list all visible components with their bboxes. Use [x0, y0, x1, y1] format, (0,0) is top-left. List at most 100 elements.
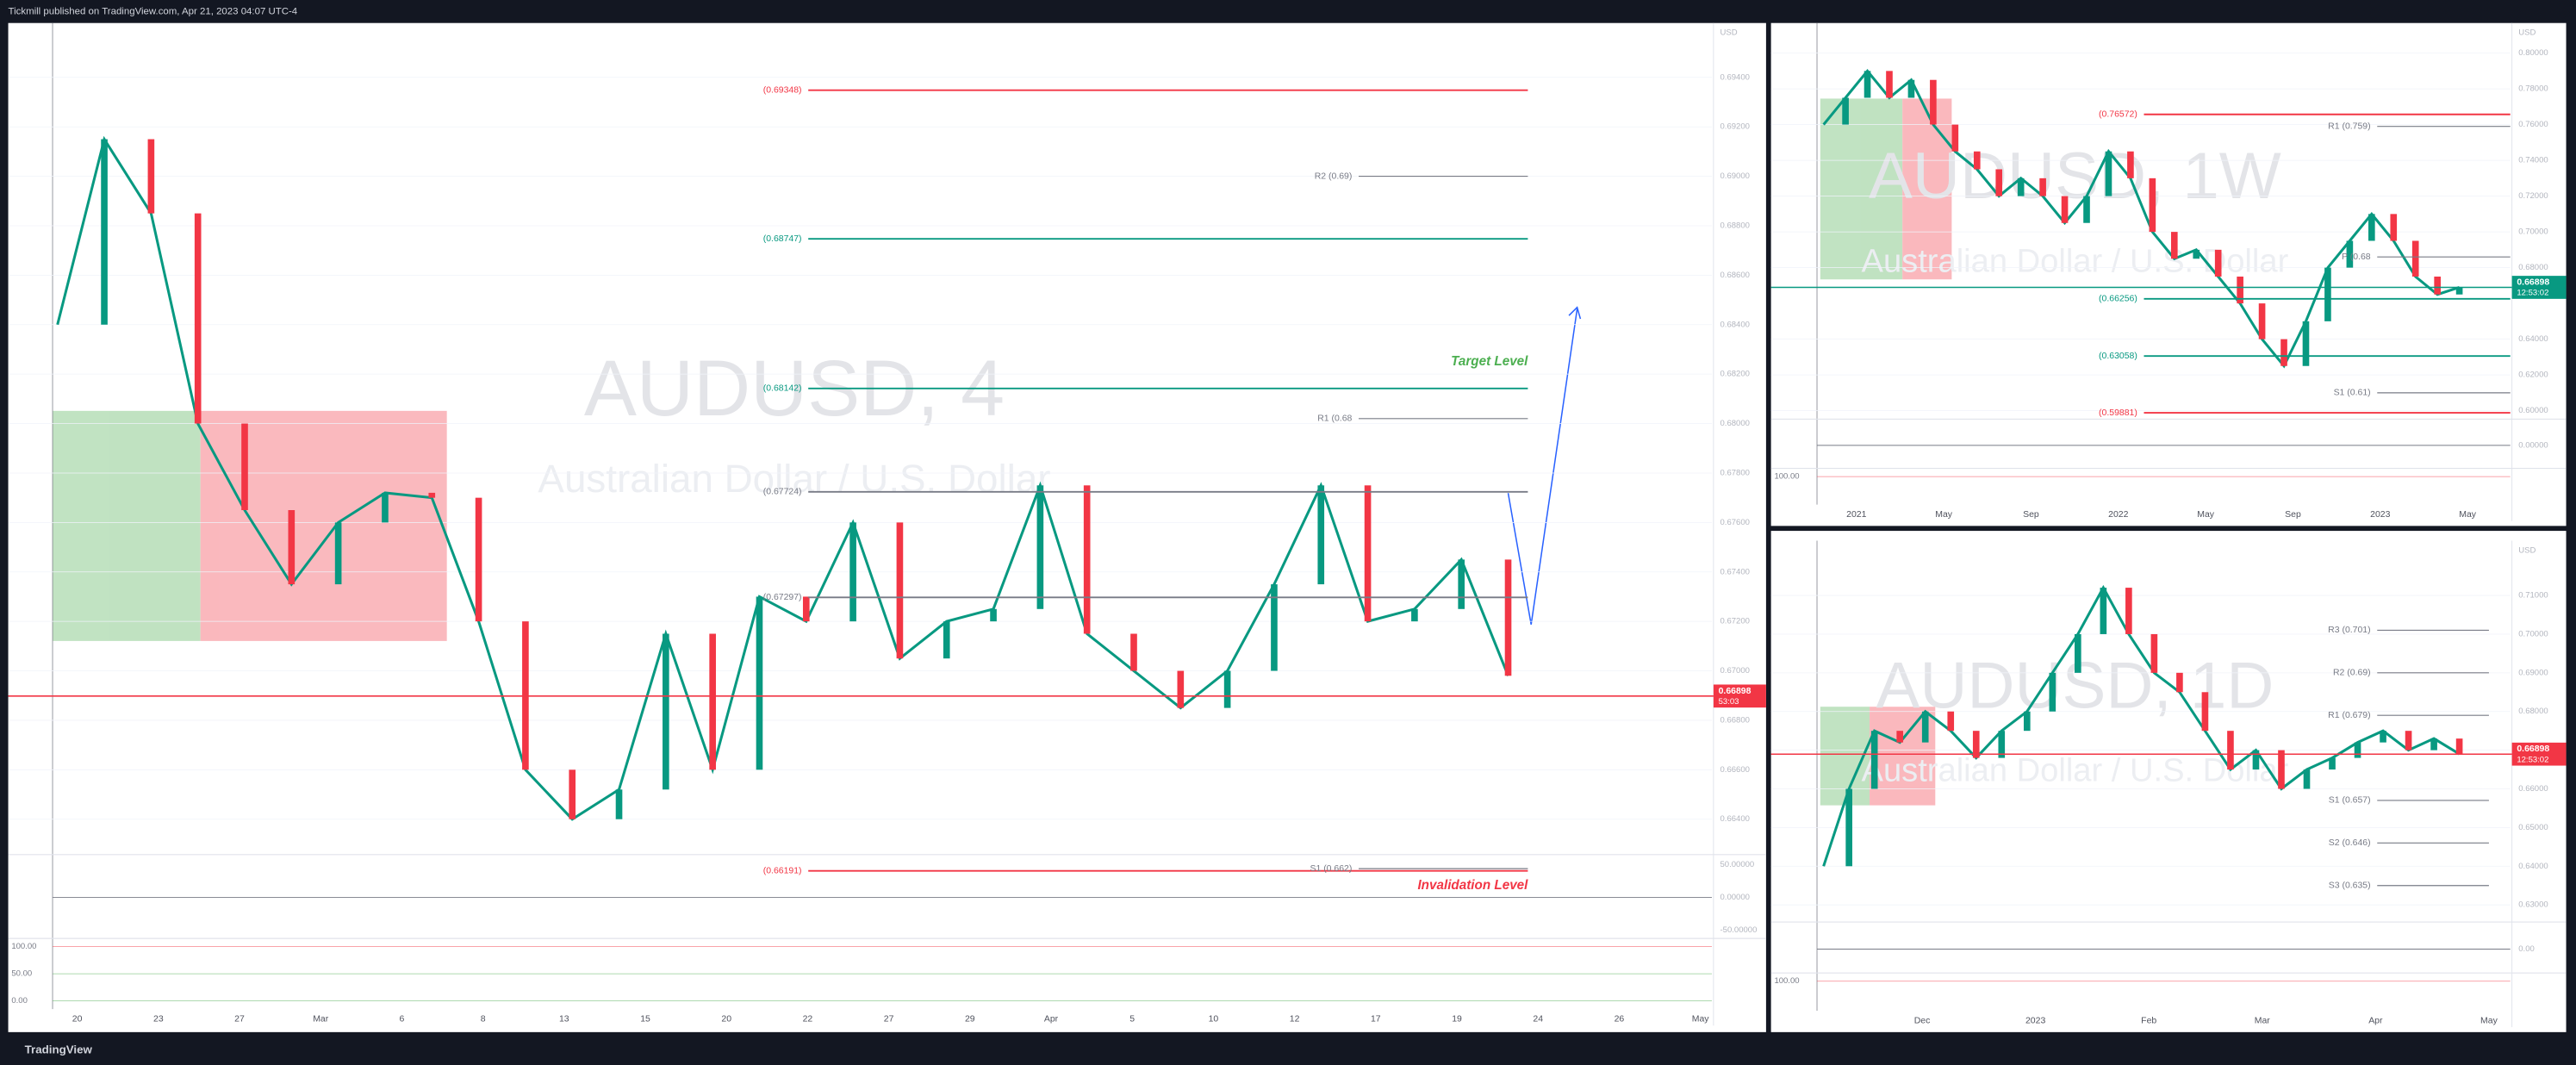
y-tick-label: 0.60000 [2518, 406, 2548, 415]
price-line [1822, 584, 2461, 867]
y-tick-label: 0.68000 [2518, 707, 2548, 716]
candle [2390, 214, 2398, 241]
candle [2083, 196, 2090, 223]
annotation: Invalidation Level [1417, 878, 1528, 893]
candle [2455, 287, 2463, 295]
y-tick-label: 0.68400 [1720, 320, 1750, 329]
candle [2149, 178, 2156, 233]
y-tick-label: 0.68200 [1720, 370, 1750, 379]
level-label: S1 (0.61) [2334, 389, 2371, 398]
y-tick-label: 0.66400 [1720, 814, 1750, 824]
y-tick-label: 0.62000 [2518, 371, 2548, 380]
candle [2023, 711, 2031, 732]
candle [1504, 559, 1512, 676]
candle [1870, 731, 1878, 789]
watermark: AUDUSD, 1W [1869, 140, 2281, 213]
footer-brand[interactable]: TradingView [25, 1043, 93, 1056]
candle [802, 596, 810, 622]
candle [2214, 249, 2222, 277]
candle [2278, 750, 2285, 789]
level-label: (0.67297) [763, 593, 802, 602]
level-label: (0.59881) [2099, 408, 2137, 418]
candle [2170, 232, 2178, 259]
candle [1845, 788, 1852, 867]
level-label: R3 (0.701) [2328, 626, 2370, 635]
stoch-label: 100.00 [11, 942, 36, 951]
level-label: P (0.68 [2342, 252, 2371, 262]
price-tag-label: 0.66898 [2517, 278, 2549, 288]
currency-label: USD [1720, 28, 1738, 38]
currency-label: USD [2518, 545, 2536, 555]
level-label: S1 (0.657) [2329, 796, 2371, 806]
candle [2127, 151, 2134, 178]
candle [334, 522, 342, 585]
y-tick-label: 0.64000 [2518, 334, 2548, 344]
x-tick-label: 8 [481, 1014, 486, 1024]
candle [475, 497, 482, 622]
candle [2329, 757, 2336, 770]
y-tick-label: 0.67600 [1720, 518, 1750, 527]
y-tick-label: 0.67400 [1720, 567, 1750, 576]
main-pane [8, 22, 1766, 1032]
countdown: 12:53:02 [2517, 755, 2548, 764]
candle [2075, 633, 2081, 673]
x-tick-label: 19 [1452, 1014, 1462, 1024]
candle [615, 789, 623, 819]
candle [1177, 670, 1185, 708]
y-tick-label: 0.67800 [1720, 468, 1750, 477]
candle [2280, 339, 2287, 366]
level-label: (0.63058) [2099, 352, 2137, 361]
level-label: R2 (0.69) [2333, 669, 2371, 678]
currency-label: USD [2518, 28, 2536, 38]
candle [2455, 738, 2463, 755]
y-tick-label: 0.66800 [1720, 715, 1750, 725]
candle [2411, 240, 2419, 277]
candle [2039, 178, 2046, 196]
x-tick-label: 2021 [1846, 510, 1866, 520]
y-tick-label: 0.65000 [2518, 823, 2548, 832]
candle [2227, 731, 2234, 770]
candle [756, 596, 763, 770]
candle [1907, 79, 1915, 98]
candle [1998, 731, 2006, 758]
x-tick-label: 20 [72, 1014, 83, 1024]
y-tick-label: 0.80000 [2518, 48, 2548, 58]
x-tick-label: May [2197, 510, 2215, 520]
candle [288, 510, 296, 585]
candle [896, 522, 904, 659]
candle [2380, 731, 2386, 743]
candle [1130, 633, 1137, 671]
level-label: R1 (0.679) [2328, 711, 2370, 720]
candle [2061, 196, 2069, 223]
level-label: R1 (0.759) [2328, 121, 2370, 131]
candle [2430, 738, 2437, 750]
price-tag [1713, 684, 1766, 708]
y-tick-label: 0.67000 [1720, 666, 1750, 676]
x-tick-label: Apr [1044, 1014, 1059, 1024]
x-tick-label: 27 [884, 1014, 894, 1024]
y-tick-label: 0.78000 [2518, 84, 2548, 94]
projection-arrow [1507, 308, 1578, 625]
countdown: 12:53:02 [2517, 289, 2548, 298]
osc-label: 0.00 [2518, 944, 2535, 954]
level-label: S1 (0.662) [1310, 864, 1352, 874]
candle [2017, 178, 2025, 196]
candle [1364, 485, 1372, 622]
x-tick-label: 20 [721, 1014, 731, 1024]
candle [1842, 97, 1849, 125]
level-label: R2 (0.69) [1315, 171, 1353, 181]
stoch-label: 100.00 [1774, 472, 1799, 482]
y-tick-label: 0.69000 [2518, 668, 2548, 677]
candle [1973, 151, 1981, 170]
level-label: (0.76572) [2099, 110, 2137, 120]
level-label: (0.66191) [763, 866, 802, 875]
candle [1896, 731, 1904, 743]
stoch-label: 50.00 [11, 969, 32, 979]
candle [1921, 711, 1929, 743]
price-tag-label: 0.66898 [2517, 744, 2549, 754]
candle [2150, 633, 2158, 673]
y-tick-label: 0.68600 [1720, 271, 1750, 280]
price-tag [2511, 742, 2567, 766]
x-tick-label: 29 [965, 1014, 975, 1024]
